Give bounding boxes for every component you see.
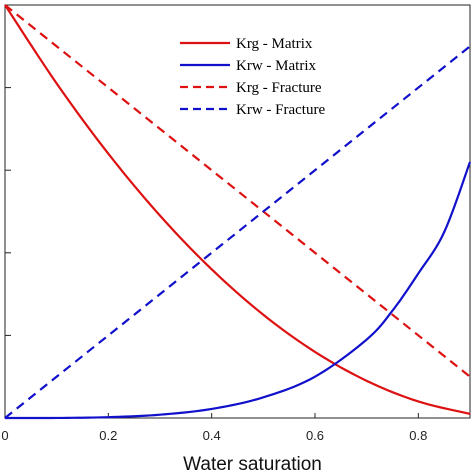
plot-area	[4, 4, 471, 419]
plot-frame	[4, 4, 471, 419]
x-tick-label: 0.8	[409, 428, 427, 443]
legend-label: Krw - Matrix	[236, 58, 316, 74]
x-axis-ticks: 0 0.2 0.4 0.6 0.8	[1, 413, 427, 443]
series-layer	[4, 4, 472, 420]
series-line-3	[4, 4, 471, 378]
series-line-1	[4, 4, 471, 415]
x-tick-label: 0.2	[99, 428, 117, 443]
x-axis-label: Water saturation	[183, 454, 322, 474]
series-line-4	[4, 45, 471, 419]
y-axis-ticks	[5, 4, 11, 419]
legend-label: Krg - Matrix	[236, 36, 313, 52]
legend-label: Krg - Fracture	[236, 80, 322, 96]
legend-label: Krw - Fracture	[236, 102, 325, 118]
x-tick-label: 0.4	[203, 428, 221, 443]
x-tick-label: 0.6	[306, 428, 324, 443]
series-line-2	[5, 161, 472, 420]
x-tick-label: 0	[1, 428, 8, 443]
legend: Krg - Matrix Krw - Matrix Krg - Fracture Kr…	[180, 36, 325, 118]
